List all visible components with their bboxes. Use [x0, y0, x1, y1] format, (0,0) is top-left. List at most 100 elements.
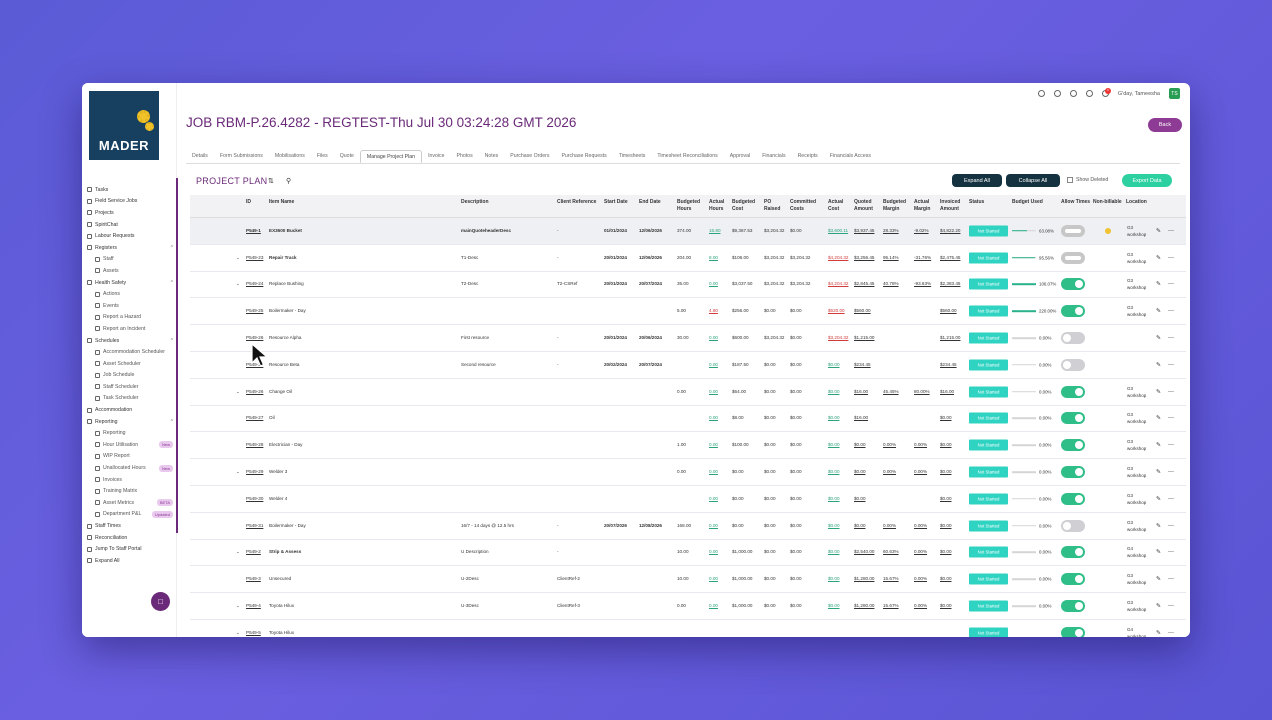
sort-icon[interactable]: ⇅ — [268, 178, 274, 185]
status-badge[interactable]: Not Started — [969, 332, 1008, 344]
table-row[interactable]: P549-31 Boilermaker - Day 16/7 - 14 days @… — [190, 512, 1186, 540]
cell-ac[interactable]: $0.00 — [828, 603, 840, 609]
table-row[interactable]: ⌄ P549-2 Strip & Assess U Description - 10.00… — [190, 539, 1186, 567]
sidebar-item[interactable]: Training Matrix — [87, 485, 173, 497]
sidebar-item[interactable]: Unallocated Hours New — [87, 462, 173, 474]
cell-id[interactable]: P549-23 — [246, 254, 264, 260]
status-badge[interactable]: Not Started — [969, 225, 1008, 237]
column-header[interactable]: Budgeted Margin — [883, 199, 907, 212]
cell-id[interactable]: P549-5 — [246, 629, 261, 635]
sidebar-item[interactable]: Task Scheduler — [87, 393, 173, 405]
cell-ah[interactable]: 0.00 — [709, 549, 718, 555]
more-options-icon[interactable]: ⋯ — [1168, 281, 1174, 288]
chevron-down-icon[interactable]: ⌄ — [236, 281, 240, 287]
cell-qa[interactable]: $0.00 — [854, 495, 866, 501]
sidebar-item[interactable]: Department P&L Updated — [87, 509, 173, 521]
cell-ia[interactable]: $560.00 — [940, 308, 957, 314]
cell-id[interactable]: P549-27 — [246, 415, 264, 421]
allow-times-toggle[interactable] — [1061, 305, 1085, 318]
chevron-up-icon[interactable]: ^ — [170, 418, 173, 425]
allow-times-toggle[interactable] — [1061, 412, 1085, 425]
cell-ah[interactable]: 0.00 — [709, 469, 718, 475]
more-options-icon[interactable]: ⋯ — [1168, 603, 1174, 610]
column-header[interactable]: End Date — [639, 199, 661, 205]
table-row[interactable]: P549-30 Welder 4 0.00 $0.00 $0.00 $0.00 $0.00 $… — [190, 485, 1186, 513]
table-row[interactable]: P549-3 Unsecured U-2Desc ClientRef-2 10.00 0.… — [190, 566, 1186, 594]
allow-times-toggle[interactable] — [1061, 466, 1085, 479]
status-badge[interactable]: Not Started — [969, 466, 1008, 478]
edit-icon[interactable]: ✎ — [1156, 549, 1162, 556]
chevron-up-icon[interactable]: ^ — [170, 244, 173, 251]
table-row[interactable]: P549-27 Oil 0.00 $8.00 $0.00 $0.00 $0.00 $16.00… — [190, 405, 1186, 433]
cell-ac[interactable]: $3,204.32 — [828, 335, 849, 341]
more-options-icon[interactable]: ⋯ — [1168, 523, 1174, 530]
expand-all-button[interactable]: Expand All — [952, 174, 1002, 187]
sidebar-item[interactable]: Staff — [87, 254, 173, 266]
search-icon[interactable]: ⚲ — [286, 178, 292, 185]
cell-id[interactable]: P549-24 — [246, 281, 264, 287]
table-row[interactable]: P549-1 EX3600 Bucket mainQuoteheaderDesc - 0… — [190, 218, 1186, 245]
sidebar-item[interactable]: Staff Times — [87, 520, 173, 532]
cell-ac[interactable]: $0.00 — [828, 522, 840, 528]
status-badge[interactable]: Not Started — [969, 627, 1008, 637]
cell-ac[interactable]: $0.00 — [828, 469, 840, 475]
cell-qa[interactable]: $234.45 — [854, 361, 871, 367]
cell-ah[interactable]: 0.00 — [709, 522, 718, 528]
sidebar-item[interactable]: Assets — [87, 265, 173, 277]
cell-qa[interactable]: $0.00 — [854, 469, 866, 475]
more-options-icon[interactable]: ⋯ — [1168, 228, 1174, 235]
cell-ah[interactable]: 0.00 — [709, 388, 718, 394]
status-badge[interactable]: Not Started — [969, 493, 1008, 505]
show-deleted-checkbox[interactable] — [1067, 177, 1073, 183]
chevron-down-icon[interactable]: ⌄ — [236, 388, 240, 394]
cell-ac[interactable]: $0.00 — [828, 388, 840, 394]
more-options-icon[interactable]: ⋯ — [1168, 362, 1174, 369]
cell-ah[interactable]: 8.00 — [709, 254, 718, 260]
allow-times-toggle[interactable] — [1061, 626, 1085, 637]
table-row[interactable]: P549-26 Resource Alpha First resource - 20/0… — [190, 325, 1186, 352]
settings-icon[interactable] — [1085, 90, 1093, 97]
tab[interactable]: Quote — [339, 153, 354, 159]
table-row[interactable]: ⌄ P549-24 Replace Bushing T2-Desc T2-CSRef 20… — [190, 271, 1186, 299]
allow-times-toggle[interactable] — [1061, 358, 1085, 371]
cell-qa[interactable]: $3,256.45 — [854, 254, 875, 260]
sidebar-item[interactable]: Registers ^ — [87, 242, 173, 254]
chat-bubble-icon[interactable] — [1037, 90, 1045, 97]
sidebar-item[interactable]: Reporting ^ — [87, 416, 173, 428]
sidebar-item[interactable]: Report an Incident — [87, 323, 173, 335]
cell-qa[interactable]: $16.00 — [854, 388, 869, 394]
sidebar-item[interactable]: Actions — [87, 288, 173, 300]
table-row[interactable]: ⌄ P549-29 Welder 3 0.00 0.00 $0.00 $0.00 $0.00 $… — [190, 459, 1186, 486]
cell-ah[interactable]: 0.00 — [709, 442, 718, 448]
help-icon[interactable] — [1069, 90, 1077, 97]
column-header[interactable]: Budgeted Hours — [677, 199, 701, 212]
sidebar-item[interactable]: Reconciliation — [87, 532, 173, 544]
tab[interactable]: Details — [192, 153, 208, 159]
export-data-button[interactable]: Export Data — [1122, 174, 1172, 187]
sidebar-item[interactable]: Events — [87, 300, 173, 312]
show-deleted-toggle[interactable]: Show Deleted — [1067, 177, 1108, 183]
allow-times-toggle[interactable] — [1061, 439, 1085, 452]
cell-ah[interactable]: 0.00 — [709, 415, 718, 421]
chevron-down-icon[interactable]: ⌄ — [236, 469, 240, 475]
cell-id[interactable]: P549-2 — [246, 549, 261, 555]
tab[interactable]: Timesheet Reconciliations — [657, 153, 718, 159]
sidebar-item[interactable]: Projects — [87, 207, 173, 219]
tab[interactable]: Manage Project Plan — [359, 150, 423, 163]
status-badge[interactable]: Not Started — [969, 573, 1008, 585]
tab[interactable]: Mobilisations — [274, 153, 305, 159]
sidebar-item[interactable]: Asset Metrics BETA — [87, 497, 173, 509]
more-options-icon[interactable]: ⋯ — [1168, 415, 1174, 422]
sidebar-scrollbar[interactable] — [176, 178, 178, 533]
cell-id[interactable]: P549-4 — [246, 603, 261, 609]
edit-icon[interactable]: ✎ — [1156, 630, 1162, 637]
cell-id[interactable]: P549-1 — [246, 227, 261, 233]
cell-ia[interactable]: $4,822.20 — [940, 227, 961, 233]
table-row[interactable]: ⌄ P549-23 Repair Track T1-Desc - 20/01/2024 12… — [190, 244, 1186, 272]
sidebar-item[interactable]: Jump To Staff Portal — [87, 543, 173, 555]
tab[interactable]: Notes — [484, 153, 499, 159]
allow-times-toggle[interactable] — [1061, 492, 1085, 505]
status-badge[interactable]: Not Started — [969, 252, 1008, 264]
sidebar-item[interactable]: Staff Scheduler — [87, 381, 173, 393]
edit-icon[interactable]: ✎ — [1156, 442, 1162, 449]
